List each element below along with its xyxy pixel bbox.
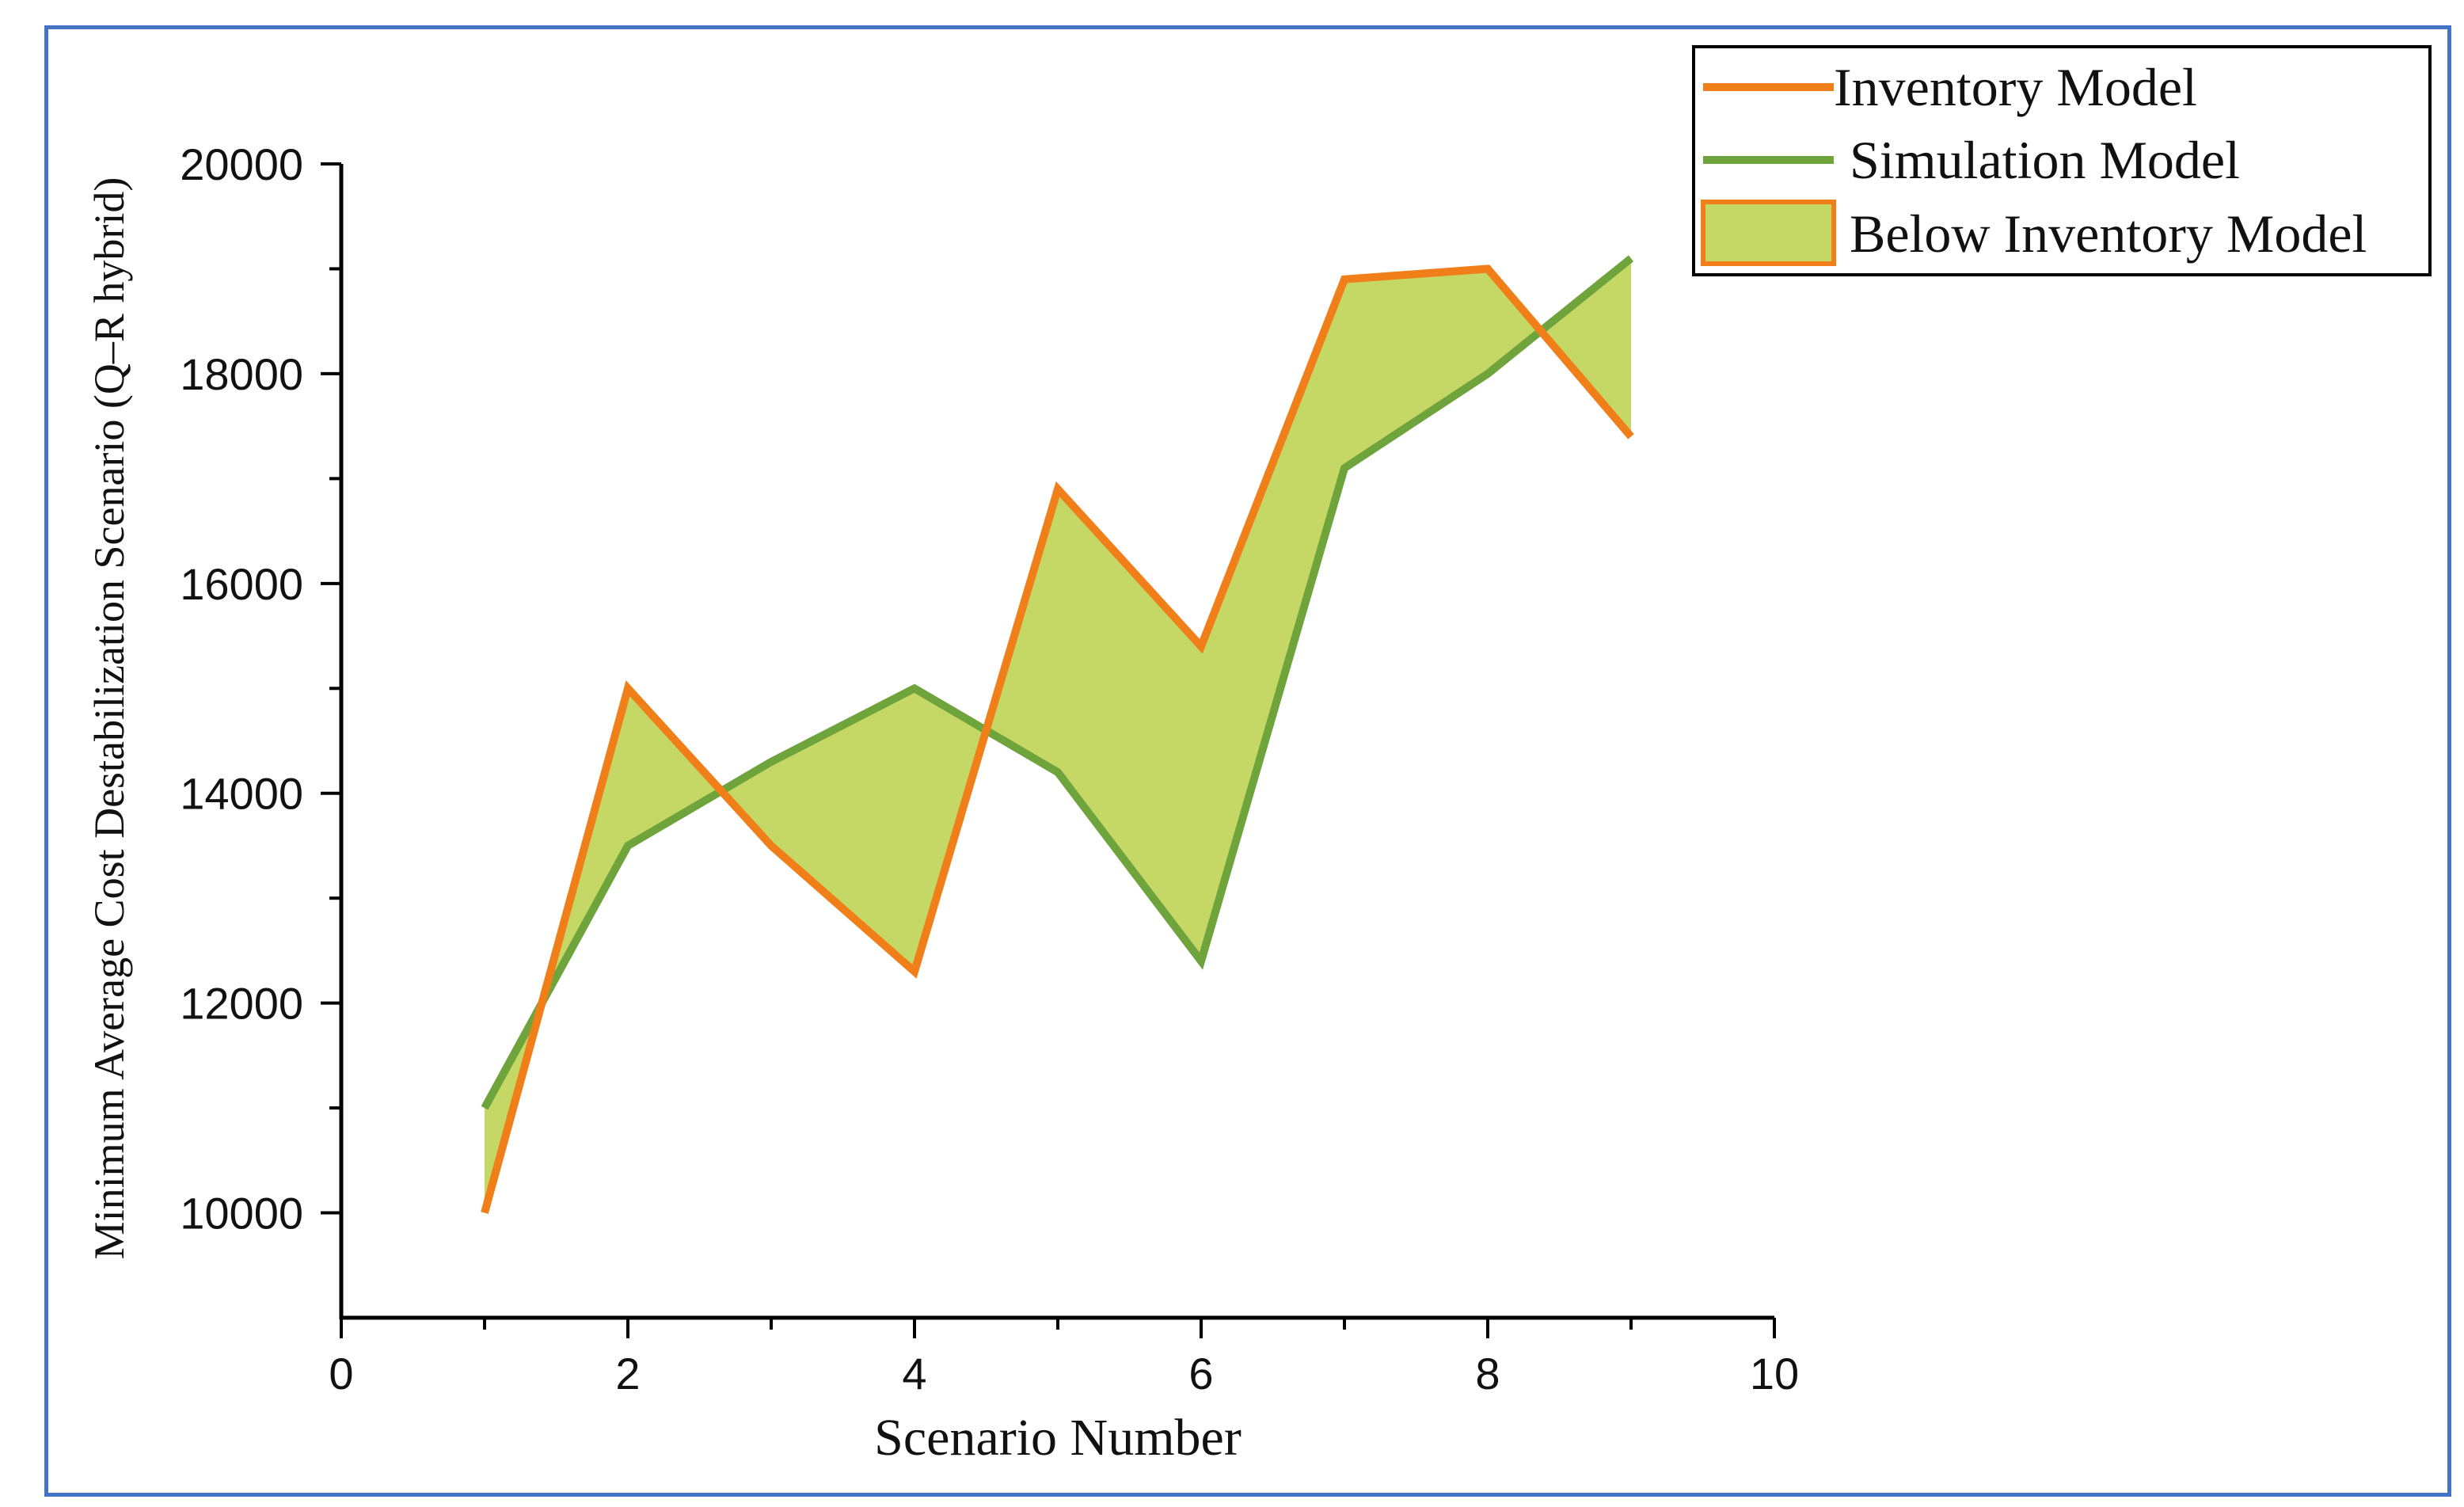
y-tick-label: 16000	[180, 559, 303, 609]
y-axis-title: Minimum Average Cost Destabilization Sce…	[86, 177, 133, 1260]
fill-area-between-series	[485, 258, 1631, 1213]
x-tick-label: 0	[329, 1349, 353, 1399]
legend-swatch-below-inventory-model	[1701, 200, 1836, 266]
ticks-layer: 10000 12000 14000 16000 18000 20000 0 2 4 6 8 10	[180, 139, 1799, 1399]
legend-label-simulation-model: Simulation Model	[1850, 130, 2240, 190]
y-tick-label: 14000	[180, 769, 303, 819]
legend-label-below-inventory-model: Below Inventory Model	[1850, 204, 2367, 264]
x-tick-label: 6	[1188, 1349, 1213, 1399]
lines-layer	[481, 255, 1634, 1214]
y-tick-label: 20000	[180, 139, 303, 189]
y-tick-label: 18000	[180, 349, 303, 399]
x-tick-label: 4	[902, 1349, 926, 1399]
y-tick-label: 12000	[180, 979, 303, 1029]
series-line-simulation-model	[481, 255, 1634, 1110]
x-tick-label: 10	[1750, 1349, 1799, 1399]
x-axis-title: Scenario Number	[874, 1409, 1242, 1467]
y-tick-label: 10000	[180, 1189, 303, 1239]
legend-label-inventory-model: Inventory Model	[1834, 57, 2197, 117]
line-chart: 10000 12000 14000 16000 18000 20000 0 2 4 6 8 10 Sc…	[86, 45, 2432, 1467]
x-tick-label: 8	[1475, 1349, 1500, 1399]
fill-layer	[485, 258, 1631, 1213]
chart-frame: 10000 12000 14000 16000 18000 20000 0 2 4 6 8 10 Sc…	[44, 25, 2451, 1497]
legend: Inventory Model Simulation Model Below I…	[1692, 45, 2432, 276]
series-line-inventory-model	[481, 264, 1634, 1214]
x-tick-label: 2	[615, 1349, 640, 1399]
